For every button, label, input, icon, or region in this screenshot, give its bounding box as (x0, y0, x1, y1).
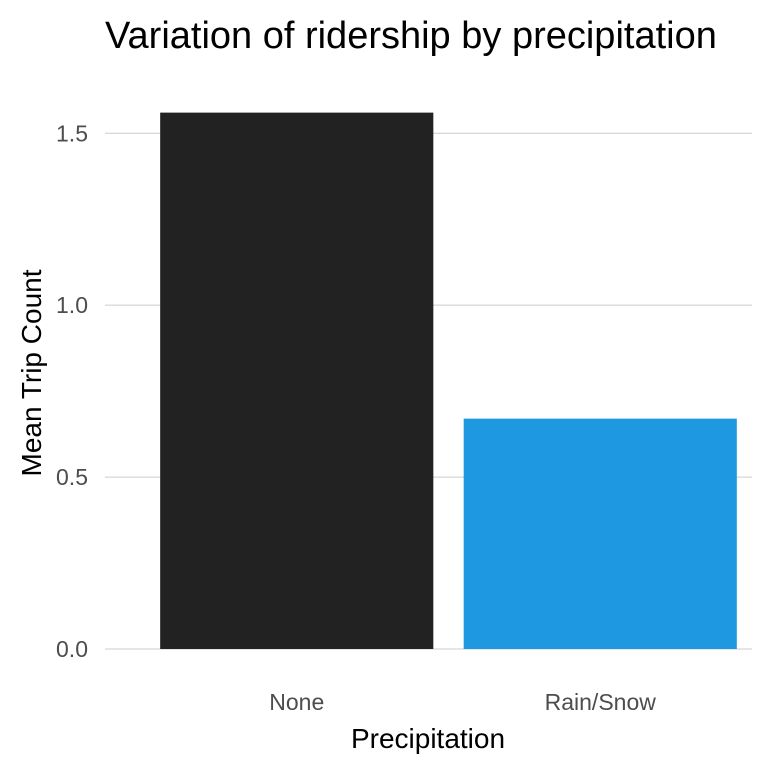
bar-none (160, 112, 434, 649)
y-tick-label: 0.0 (56, 636, 88, 662)
x-tick-label: Rain/Snow (545, 689, 657, 715)
x-tick-labels: None Rain/Snow (269, 689, 656, 715)
bar-rain-snow (463, 418, 737, 649)
x-tick-label: None (269, 689, 324, 715)
y-tick-labels: 0.0 0.5 1.0 1.5 (56, 120, 88, 662)
chart-title: Variation of ridership by precipitation (105, 15, 717, 57)
y-tick-label: 1.5 (56, 120, 88, 146)
y-axis-title: Mean Trip Count (16, 269, 47, 476)
bars (160, 112, 737, 649)
y-tick-label: 0.5 (56, 464, 88, 490)
y-tick-label: 1.0 (56, 292, 88, 318)
x-axis-title: Precipitation (351, 723, 505, 754)
